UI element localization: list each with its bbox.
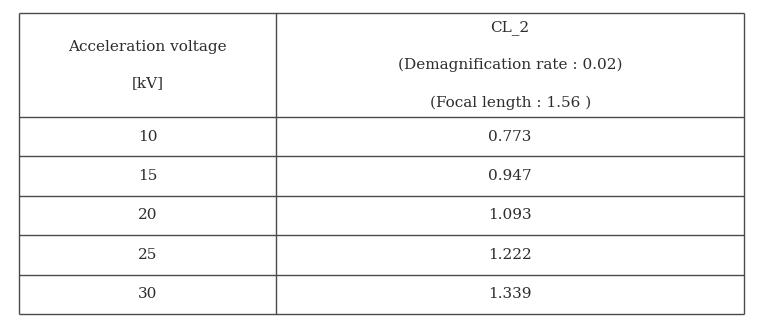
Text: 15: 15 xyxy=(138,169,157,183)
Text: 1.339: 1.339 xyxy=(488,287,532,301)
Text: Acceleration voltage: Acceleration voltage xyxy=(69,40,227,54)
Text: 1.093: 1.093 xyxy=(488,208,532,222)
Text: (Demagnification rate : 0.02): (Demagnification rate : 0.02) xyxy=(398,58,623,72)
Text: 20: 20 xyxy=(138,208,157,222)
Text: 10: 10 xyxy=(138,129,157,144)
Text: [kV]: [kV] xyxy=(132,76,164,90)
Text: 0.773: 0.773 xyxy=(488,129,532,144)
Text: 0.947: 0.947 xyxy=(488,169,532,183)
Text: 1.222: 1.222 xyxy=(488,248,532,262)
Text: 25: 25 xyxy=(138,248,157,262)
Text: CL_2: CL_2 xyxy=(491,20,530,35)
Text: (Focal length : 1.56 ): (Focal length : 1.56 ) xyxy=(430,95,591,110)
Text: 30: 30 xyxy=(138,287,157,301)
